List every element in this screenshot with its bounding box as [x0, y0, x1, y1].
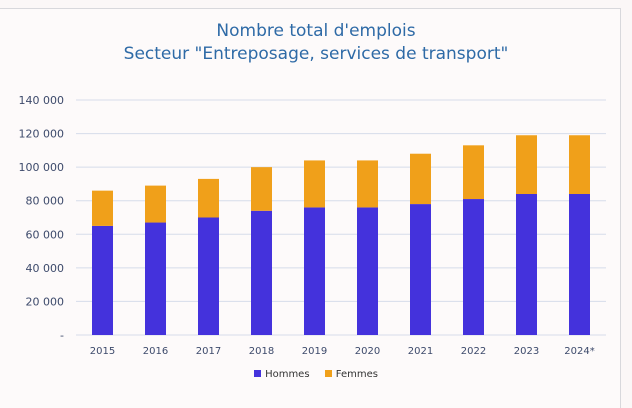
x-tick-label: 2018: [249, 346, 274, 357]
bar-femmes-2021: [410, 153, 431, 205]
chart-subtitle: Secteur "Entreposage, services de transp…: [123, 44, 509, 64]
legend-item-hommes: Hommes: [254, 369, 310, 380]
bar-femmes-2018: [251, 167, 272, 211]
bar-hommes-2020: [357, 207, 378, 335]
x-tick-label: 2023: [514, 346, 539, 357]
x-tick-label: 2017: [196, 346, 221, 357]
bar-hommes-2021: [410, 204, 431, 335]
x-tick-label: 2020: [355, 346, 380, 357]
legend-item-femmes: Femmes: [324, 369, 378, 380]
bar-hommes-2017: [198, 217, 219, 335]
x-tick-label: 2019: [302, 346, 327, 357]
bar-femmes-2020: [357, 160, 378, 208]
bar-hommes-2018: [251, 210, 272, 335]
x-tick-label: 2022: [461, 346, 486, 357]
x-tick-label: 2016: [143, 346, 168, 357]
bar-femmes-2019: [304, 160, 325, 208]
bar-hommes-2019: [304, 207, 325, 335]
y-tick-label: 120 000: [19, 128, 65, 141]
y-tick-label: 40 000: [26, 262, 65, 275]
bar-hommes-2022: [463, 199, 484, 335]
bar-hommes-2016: [145, 222, 166, 335]
legend-label-hommes: Hommes: [265, 369, 310, 380]
bar-hommes-2023: [516, 194, 537, 335]
legend-swatch-hommes: [254, 370, 262, 377]
bar-femmes-2016: [145, 185, 166, 223]
legend-swatch-femmes: [324, 370, 332, 377]
x-tick-label: 2024*: [564, 346, 594, 357]
bar-hommes-2024: [569, 194, 590, 335]
y-tick-label: -: [60, 329, 64, 342]
legend-label-femmes: Femmes: [335, 369, 378, 380]
y-tick-label: 80 000: [26, 195, 65, 208]
bar-femmes-2017: [198, 178, 219, 218]
bar-femmes-2023: [516, 135, 537, 194]
y-tick-label: 60 000: [26, 228, 65, 241]
bar-femmes-2024: [569, 135, 590, 194]
y-tick-label: 140 000: [19, 94, 65, 107]
x-tick-label: 2015: [90, 346, 115, 357]
legend: Hommes Femmes: [0, 369, 632, 380]
bar-femmes-2022: [463, 145, 484, 200]
y-tick-label: 100 000: [19, 161, 65, 174]
bar-hommes-2015: [92, 225, 113, 335]
x-tick-label: 2021: [408, 346, 433, 357]
chart-title: Nombre total d'emplois: [216, 21, 416, 41]
y-tick-label: 20 000: [26, 295, 65, 308]
bar-femmes-2015: [92, 190, 113, 226]
